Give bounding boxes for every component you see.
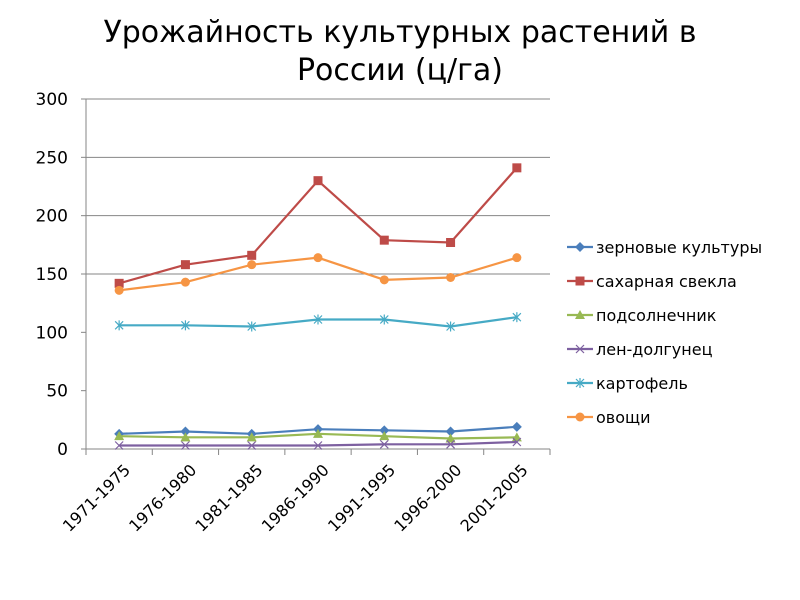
circle-marker (180, 277, 190, 287)
y-tick-label: 150 (36, 265, 68, 285)
circle-marker (512, 253, 522, 263)
legend-label: сахарная свекла (596, 271, 737, 291)
x-marker (313, 441, 323, 450)
legend-item: подсолнечник (566, 298, 762, 332)
square-marker (313, 176, 323, 186)
x-tick-label: 1996-2000 (390, 460, 465, 535)
square-marker (379, 235, 389, 245)
legend-item: сахарная свекла (566, 264, 762, 298)
legend-diamond-icon (567, 242, 593, 252)
square-marker (575, 276, 585, 286)
series-star (114, 312, 522, 332)
y-tick-label: 200 (36, 207, 68, 227)
triangle-marker (246, 432, 257, 442)
legend-label: картофель (596, 373, 688, 393)
legend-label: зерновые культуры (596, 237, 763, 257)
series-square (114, 163, 522, 288)
circle-marker (379, 275, 389, 285)
square-marker (512, 163, 522, 173)
square-marker (114, 278, 124, 288)
triangle-marker (445, 433, 456, 443)
legend: зерновые культуры сахарная свекла подсолне… (566, 230, 762, 434)
y-tick-label: 0 (57, 440, 68, 460)
diamond-marker (511, 421, 522, 432)
legend-item: овощи (566, 400, 762, 434)
legend-label: овощи (596, 407, 651, 427)
diamond-marker (180, 426, 191, 437)
series-x (114, 437, 522, 450)
x-marker (181, 441, 190, 450)
series-triangle (114, 428, 522, 443)
legend-x-icon (567, 344, 593, 354)
triangle-marker (180, 432, 191, 442)
triangle-marker (313, 428, 323, 438)
x-marker (247, 441, 257, 450)
square-marker (180, 260, 190, 270)
x-tick-label: 1981-1985 (191, 460, 266, 535)
circle-marker (446, 273, 456, 282)
diamond-marker (575, 242, 585, 252)
square-marker (247, 250, 257, 260)
series-circle (114, 253, 522, 295)
legend-star-icon (567, 378, 593, 388)
diamond-marker (379, 425, 390, 436)
x-tick-label: 1986-1990 (258, 460, 333, 535)
y-tick-label: 50 (46, 382, 68, 402)
triangle-marker (379, 431, 390, 441)
legend-label: лен-долгунец (596, 339, 713, 359)
circle-marker (247, 260, 257, 270)
chart-title: Урожайность культурных растений в России… (0, 14, 800, 90)
circle-marker (114, 285, 124, 295)
y-tick-label: 100 (36, 323, 68, 343)
x-tick-label: 1976-1980 (125, 460, 200, 535)
y-tick-label: 250 (36, 148, 68, 168)
x-marker (446, 439, 455, 449)
x-marker (575, 344, 585, 354)
chart-title-line1: Урожайность культурных растений в (103, 15, 697, 50)
x-marker (114, 441, 124, 450)
x-tick-label: 1971-1975 (59, 460, 134, 535)
legend-item: лен-долгунец (566, 332, 762, 366)
y-tick-label: 300 (36, 90, 68, 110)
legend-triangle-icon (567, 310, 593, 319)
x-tick-label: 1991-1995 (324, 460, 399, 535)
triangle-marker (114, 431, 125, 441)
square-marker (446, 238, 456, 247)
circle-marker (575, 412, 585, 422)
legend-item: зерновые культуры (566, 230, 762, 264)
legend-label: подсолнечник (596, 305, 717, 325)
legend-circle-icon (567, 412, 593, 422)
legend-item: картофель (566, 366, 762, 400)
chart-title-line2: России (ц/га) (296, 53, 504, 88)
x-marker (379, 439, 389, 449)
x-tick-label: 2001-2005 (457, 460, 532, 535)
circle-marker (313, 253, 323, 263)
triangle-marker (575, 310, 585, 319)
diamond-marker (445, 426, 456, 437)
x-marker (512, 437, 522, 447)
legend-square-icon (567, 276, 593, 286)
